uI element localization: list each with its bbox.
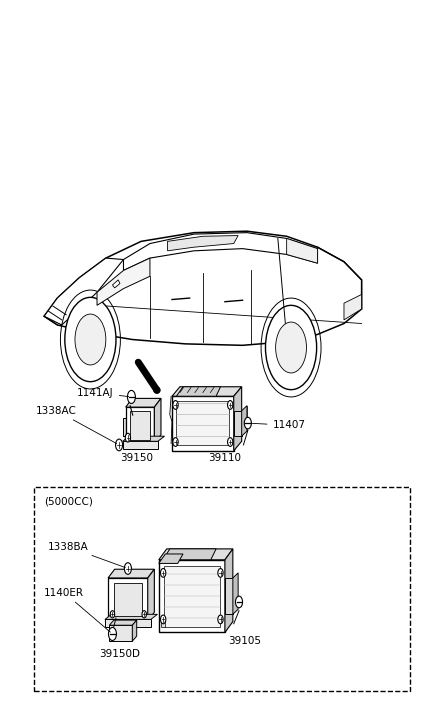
Circle shape [125, 433, 131, 442]
Polygon shape [159, 560, 225, 632]
Circle shape [124, 563, 131, 574]
Polygon shape [234, 411, 242, 436]
Polygon shape [109, 620, 137, 625]
Circle shape [108, 627, 116, 640]
Polygon shape [242, 406, 247, 436]
Text: 39150: 39150 [120, 453, 153, 463]
Polygon shape [132, 620, 137, 641]
Circle shape [173, 401, 178, 409]
Text: 39105: 39105 [228, 636, 262, 646]
Polygon shape [161, 621, 165, 627]
Circle shape [235, 596, 243, 608]
Polygon shape [130, 411, 150, 440]
Polygon shape [233, 573, 238, 614]
Polygon shape [159, 554, 183, 563]
Polygon shape [123, 441, 158, 449]
Polygon shape [108, 569, 154, 578]
Polygon shape [344, 294, 362, 320]
Polygon shape [44, 258, 123, 325]
Circle shape [110, 611, 115, 618]
Polygon shape [105, 619, 151, 627]
Polygon shape [97, 258, 150, 305]
Polygon shape [123, 418, 126, 436]
Text: 1338BA: 1338BA [48, 542, 125, 568]
Text: 11407: 11407 [250, 420, 306, 430]
Polygon shape [172, 387, 242, 396]
Polygon shape [225, 578, 233, 614]
Text: 39150D: 39150D [100, 649, 140, 659]
Polygon shape [112, 280, 120, 288]
Polygon shape [123, 233, 318, 270]
Circle shape [116, 439, 123, 451]
Polygon shape [109, 625, 132, 641]
Polygon shape [44, 231, 362, 345]
Polygon shape [114, 583, 142, 616]
Polygon shape [123, 436, 164, 441]
Polygon shape [176, 387, 220, 396]
Text: (5000CC): (5000CC) [44, 497, 93, 507]
Polygon shape [287, 238, 318, 263]
Circle shape [161, 615, 166, 624]
Polygon shape [225, 549, 233, 632]
Polygon shape [126, 398, 161, 407]
Text: 1338AC: 1338AC [36, 406, 116, 443]
Circle shape [276, 322, 306, 373]
Polygon shape [234, 387, 242, 451]
Polygon shape [168, 236, 238, 251]
Circle shape [65, 297, 116, 382]
Polygon shape [176, 401, 229, 445]
Circle shape [218, 615, 223, 624]
Circle shape [228, 438, 233, 446]
Polygon shape [108, 578, 148, 622]
Polygon shape [164, 566, 220, 627]
Circle shape [218, 569, 223, 577]
Polygon shape [154, 398, 161, 443]
Circle shape [244, 417, 251, 429]
Text: 1141AJ: 1141AJ [77, 387, 129, 398]
Circle shape [127, 390, 135, 403]
Polygon shape [172, 396, 234, 451]
Circle shape [173, 438, 178, 446]
Text: 1140ER: 1140ER [44, 587, 110, 632]
Polygon shape [105, 614, 157, 619]
Circle shape [161, 569, 166, 577]
Circle shape [75, 314, 106, 365]
Circle shape [265, 305, 317, 390]
Polygon shape [126, 407, 154, 443]
Circle shape [142, 611, 146, 618]
Circle shape [228, 401, 233, 409]
Text: 39110: 39110 [209, 453, 241, 463]
Polygon shape [148, 569, 154, 622]
Polygon shape [159, 549, 233, 560]
Polygon shape [163, 549, 216, 560]
